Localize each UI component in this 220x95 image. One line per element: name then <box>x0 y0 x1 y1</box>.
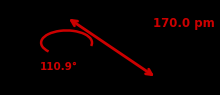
Text: 110.9°: 110.9° <box>40 61 78 72</box>
Text: 170.0 pm: 170.0 pm <box>153 17 214 30</box>
FancyArrowPatch shape <box>72 20 152 75</box>
